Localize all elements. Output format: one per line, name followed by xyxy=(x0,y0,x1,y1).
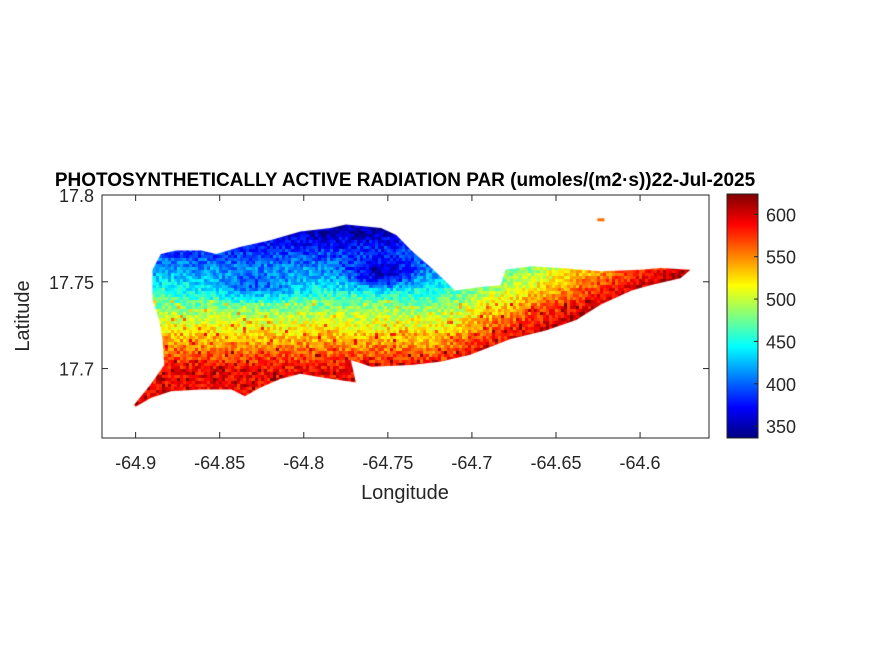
x-tick-label: -64.85 xyxy=(194,453,245,473)
axes-box xyxy=(101,194,710,439)
x-tick-label: -64.8 xyxy=(283,453,324,473)
x-tick-label: -64.7 xyxy=(451,453,492,473)
y-tick-label: 17.8 xyxy=(59,186,94,206)
colorbar-tick-label: 450 xyxy=(766,332,796,352)
x-axis-label: Longitude xyxy=(361,482,449,504)
colorbar-tick-label: 550 xyxy=(766,248,796,268)
x-tick-label: -64.9 xyxy=(115,453,156,473)
chart-title: PHOTOSYNTHETICALLY ACTIVE RADIATION PAR … xyxy=(55,170,756,191)
y-axis-label: Latitude xyxy=(12,280,34,351)
y-tick-label: 17.75 xyxy=(49,273,94,293)
colorbar xyxy=(726,193,759,439)
colorbar-tick-label: 400 xyxy=(766,375,796,395)
colorbar-tick-label: 600 xyxy=(766,205,796,225)
y-tick-label: 17.7 xyxy=(59,360,94,380)
x-tick-label: -64.75 xyxy=(362,453,413,473)
heatmap-area xyxy=(102,195,709,438)
x-tick-label: -64.65 xyxy=(530,453,581,473)
colorbar-tick-label: 500 xyxy=(766,290,796,310)
x-tick-label: -64.6 xyxy=(620,453,661,473)
colorbar-tick-label: 350 xyxy=(766,417,796,437)
